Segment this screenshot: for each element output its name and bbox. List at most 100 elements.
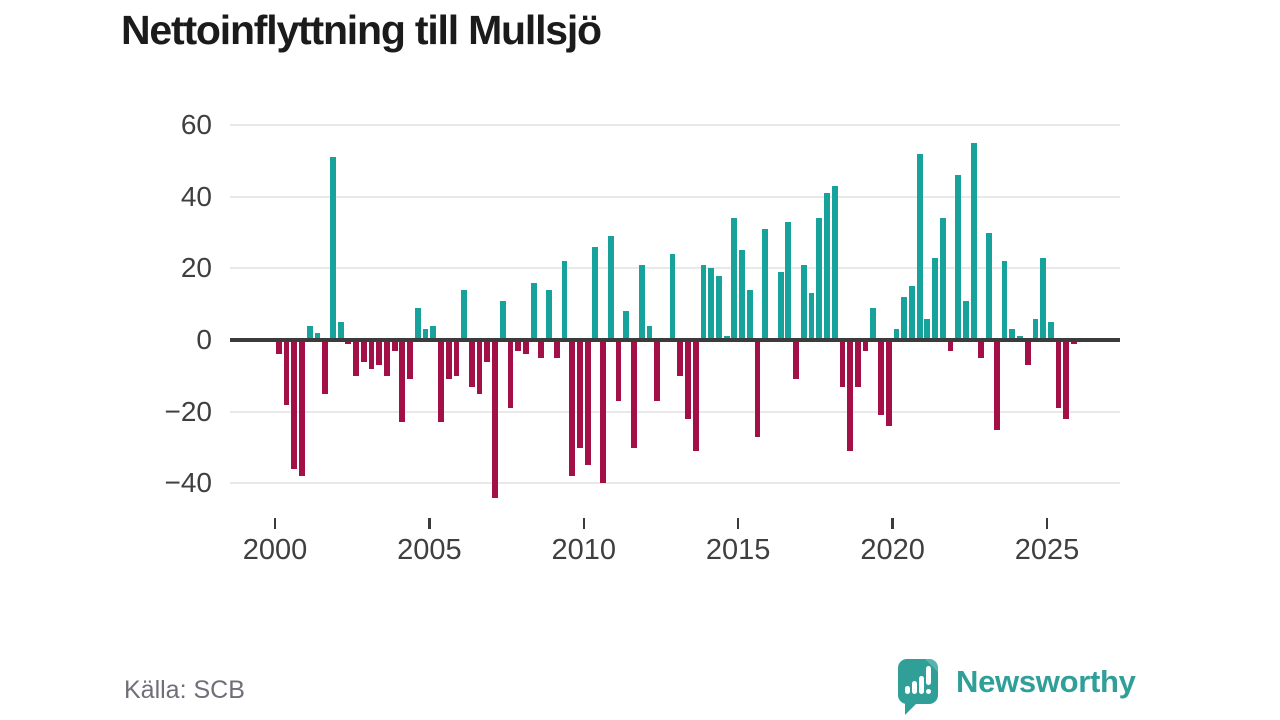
bar xyxy=(368,340,375,369)
bar xyxy=(878,340,884,416)
chart-title: Nettoinflyttning till Mullsjö xyxy=(121,7,602,53)
bubble-tail xyxy=(905,702,918,715)
bar xyxy=(692,340,699,452)
bar xyxy=(731,218,738,340)
bar xyxy=(553,340,560,358)
bar xyxy=(800,264,807,340)
bar xyxy=(932,257,938,340)
bar xyxy=(461,289,468,340)
bar xyxy=(399,340,406,423)
bar xyxy=(360,340,367,362)
bar xyxy=(723,336,730,340)
bar xyxy=(986,232,992,340)
x-axis-tick-label: 2000 xyxy=(242,534,308,566)
bar xyxy=(438,340,444,423)
bar xyxy=(1001,261,1008,340)
x-axis-tick xyxy=(1045,518,1049,529)
bar xyxy=(808,293,815,340)
bar xyxy=(824,193,830,340)
bar xyxy=(1071,340,1077,344)
bar xyxy=(538,340,545,358)
bar xyxy=(615,340,622,401)
bar xyxy=(862,340,869,351)
x-axis-tick xyxy=(428,518,431,529)
x-axis-tick xyxy=(737,518,740,529)
bar xyxy=(870,307,877,340)
bar xyxy=(708,268,715,340)
y-axis-tick-label: −20 xyxy=(164,395,213,427)
bar xyxy=(746,289,753,340)
source-label: Källa: SCB xyxy=(124,676,245,704)
bar xyxy=(916,153,923,340)
bar xyxy=(592,246,599,340)
bar xyxy=(353,340,359,376)
bar xyxy=(1017,336,1023,340)
bar xyxy=(978,340,985,358)
bar xyxy=(314,332,321,340)
bar xyxy=(476,340,483,394)
gridline xyxy=(230,124,1120,126)
y-axis-tick-label: 60 xyxy=(180,109,212,140)
x-axis-tick-label: 2010 xyxy=(551,534,617,566)
bar xyxy=(391,340,398,351)
bar xyxy=(631,340,637,448)
bar xyxy=(669,254,676,340)
gridline xyxy=(230,482,1120,485)
x-axis-tick-label: 2020 xyxy=(860,534,925,566)
bar xyxy=(330,157,336,340)
bar xyxy=(924,318,931,340)
bar xyxy=(337,322,344,340)
mini-bar-icon xyxy=(912,681,917,694)
bar xyxy=(793,340,799,380)
newsworthy-logo: Newsworthy xyxy=(898,659,1136,715)
bar xyxy=(1055,340,1062,409)
bar xyxy=(507,340,514,409)
bar xyxy=(445,340,452,380)
bar xyxy=(600,340,606,484)
y-axis-tick-label: 0 xyxy=(196,324,212,355)
exclamation-dot-icon xyxy=(926,689,931,694)
bar xyxy=(908,286,915,340)
bar xyxy=(1024,340,1031,366)
bar xyxy=(854,340,861,387)
bar xyxy=(939,218,946,340)
bar xyxy=(422,329,429,340)
bar xyxy=(893,329,900,340)
bar xyxy=(993,340,1000,430)
x-axis-tick xyxy=(273,518,277,529)
bar xyxy=(577,340,583,448)
bar xyxy=(468,340,475,387)
exclamation-icon xyxy=(926,666,931,685)
bar xyxy=(530,282,537,340)
x-axis-tick xyxy=(582,518,585,529)
bar xyxy=(685,340,691,419)
x-axis-tick-label: 2025 xyxy=(1014,534,1080,566)
bar xyxy=(955,175,962,340)
bar xyxy=(283,340,290,405)
x-axis-tick-label: 2015 xyxy=(705,534,771,566)
bar xyxy=(1032,318,1039,340)
bar xyxy=(963,300,969,340)
bar xyxy=(322,340,329,394)
bar xyxy=(376,340,383,366)
bar xyxy=(499,300,506,340)
bar xyxy=(306,325,313,340)
bar xyxy=(291,340,298,469)
newsworthy-wordmark: Newsworthy xyxy=(956,664,1136,699)
newsworthy-bubble-icon xyxy=(898,659,938,715)
bar xyxy=(1063,340,1070,419)
bar xyxy=(1047,322,1054,340)
bar xyxy=(584,340,591,466)
bar xyxy=(762,228,769,340)
bar xyxy=(299,340,305,477)
bar xyxy=(739,250,745,340)
bar xyxy=(677,340,684,376)
bar xyxy=(522,340,529,355)
bar xyxy=(970,142,977,340)
bar xyxy=(1009,329,1016,340)
bar xyxy=(384,340,390,376)
bar xyxy=(345,340,352,344)
y-axis-tick-label: 40 xyxy=(180,180,212,212)
gridline xyxy=(230,410,1120,413)
